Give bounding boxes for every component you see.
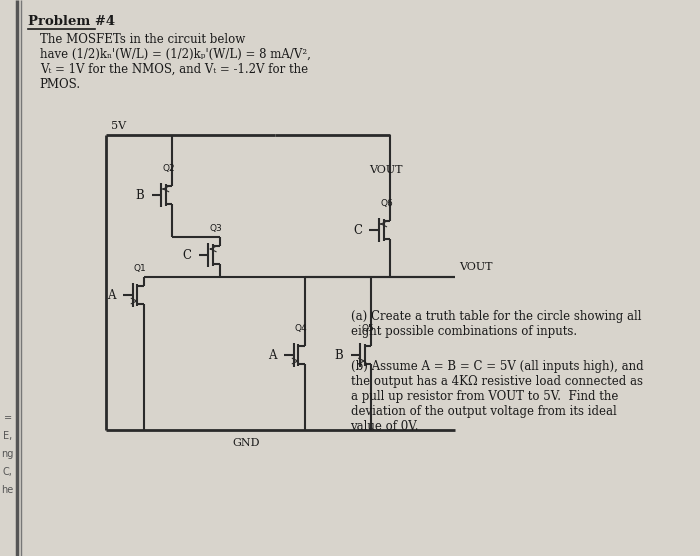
- Text: Q3: Q3: [209, 224, 223, 233]
- Text: A: A: [268, 349, 277, 361]
- Text: C: C: [353, 224, 362, 236]
- Text: ng: ng: [1, 449, 14, 459]
- Text: C,: C,: [3, 467, 13, 477]
- Text: a pull up resistor from VOUT to 5V.  Find the: a pull up resistor from VOUT to 5V. Find…: [351, 390, 618, 403]
- Text: B: B: [135, 188, 144, 201]
- Text: Q6: Q6: [380, 199, 393, 208]
- Text: value of 0V.: value of 0V.: [351, 420, 419, 433]
- Text: B: B: [334, 349, 343, 361]
- Text: deviation of the output voltage from its ideal: deviation of the output voltage from its…: [351, 405, 616, 418]
- Text: the output has a 4KΩ resistive load connected as: the output has a 4KΩ resistive load conn…: [351, 375, 643, 388]
- Text: E,: E,: [3, 431, 12, 441]
- Text: (b) Assume A = B = C = 5V (all inputs high), and: (b) Assume A = B = C = 5V (all inputs hi…: [351, 360, 643, 373]
- Text: 5V: 5V: [111, 121, 126, 131]
- Text: =: =: [4, 413, 12, 423]
- Text: A: A: [107, 289, 116, 301]
- Text: VOUT: VOUT: [459, 262, 493, 272]
- Text: Q4: Q4: [295, 324, 307, 333]
- Text: GND: GND: [232, 438, 260, 448]
- Text: Problem #4: Problem #4: [29, 15, 116, 28]
- Text: Vₜ = 1V for the NMOS, and Vₜ = -1.2V for the: Vₜ = 1V for the NMOS, and Vₜ = -1.2V for…: [40, 63, 308, 76]
- Text: C: C: [183, 249, 191, 261]
- Text: Q2: Q2: [162, 164, 175, 173]
- Text: Q5: Q5: [361, 324, 374, 333]
- Text: he: he: [1, 485, 14, 495]
- Text: (a) Create a truth table for the circle showing all: (a) Create a truth table for the circle …: [351, 310, 641, 323]
- Text: PMOS.: PMOS.: [40, 78, 81, 91]
- Text: Q1: Q1: [134, 264, 146, 273]
- Text: VOUT: VOUT: [370, 165, 403, 175]
- Text: eight possible combinations of inputs.: eight possible combinations of inputs.: [351, 325, 577, 338]
- Text: have (1/2)kₙ'(W/L) = (1/2)kₚ'(W/L) = 8 mA/V²,: have (1/2)kₙ'(W/L) = (1/2)kₚ'(W/L) = 8 m…: [40, 48, 311, 61]
- Text: The MOSFETs in the circuit below: The MOSFETs in the circuit below: [40, 33, 245, 46]
